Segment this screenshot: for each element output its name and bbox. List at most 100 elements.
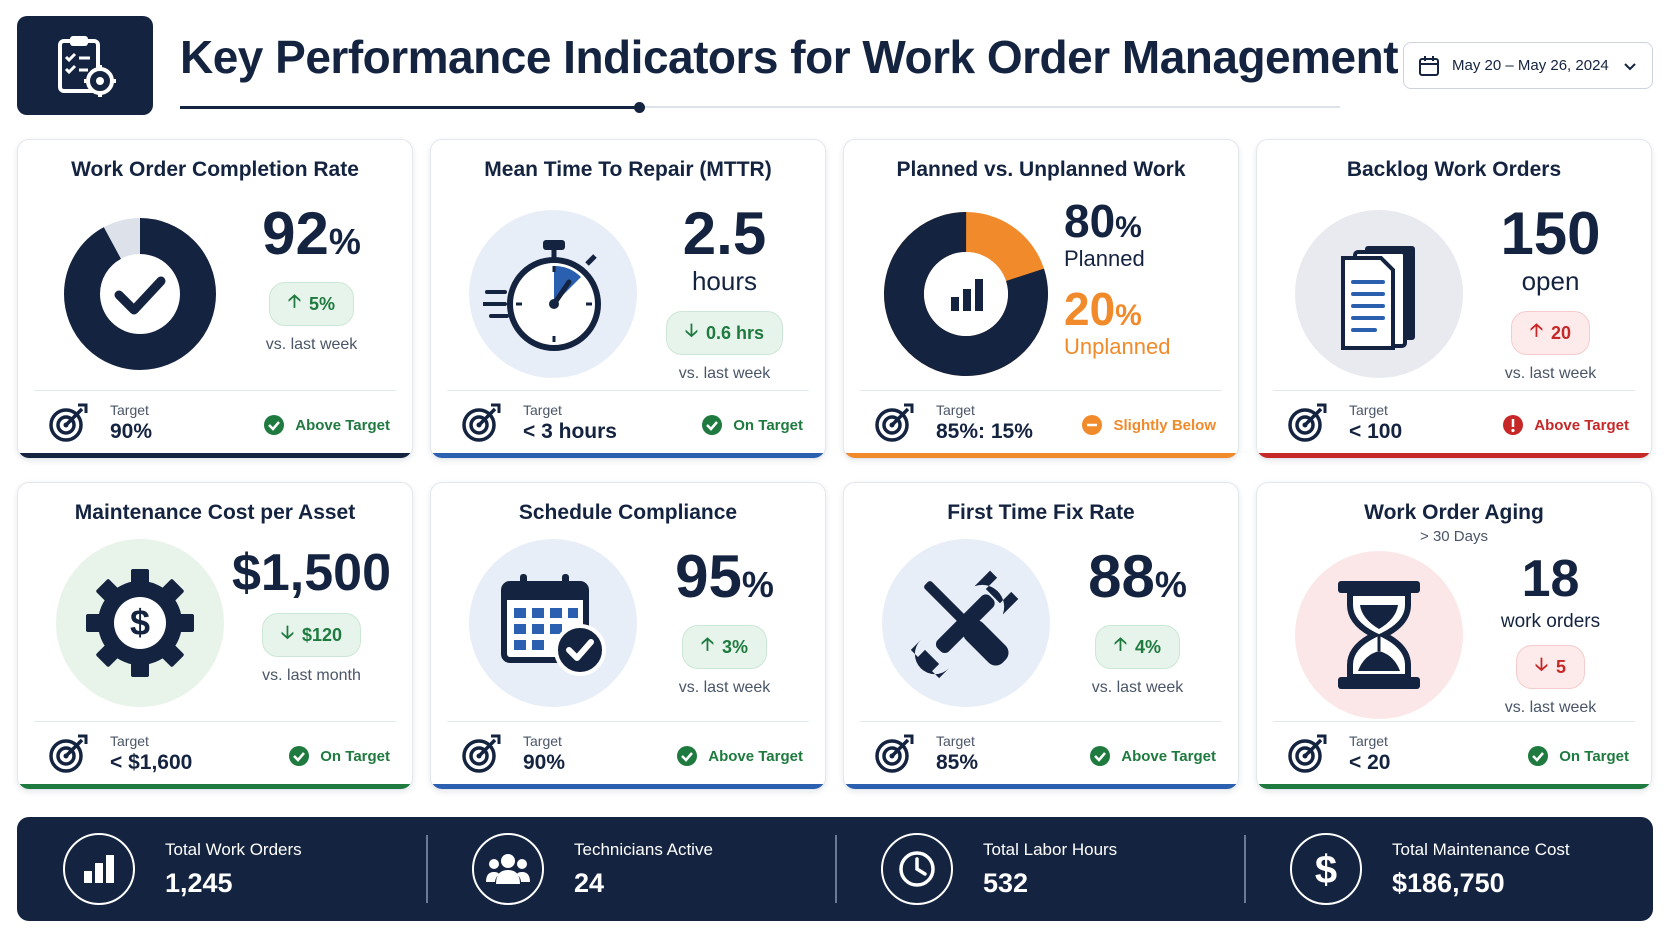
- target-label: Target: [523, 733, 562, 749]
- metric-value: 2.5: [682, 200, 767, 267]
- minus-circle-icon: [1082, 415, 1103, 435]
- summary-total-maintenance-cost: $ Total Maintenance Cost $186,750: [1244, 817, 1653, 921]
- delta-badge: 🡡 3%: [682, 625, 767, 669]
- summary-total-work-orders: Total Work Orders 1,245: [17, 817, 426, 921]
- card-title: First Time Fix Rate: [947, 501, 1135, 524]
- kpi-card-completion-rate[interactable]: Work Order Completion Rate 92% 🡡 5% vs. …: [17, 139, 413, 459]
- title-underline: [180, 106, 1340, 108]
- donut-check-icon: [64, 218, 216, 370]
- status-indicator: Above Target: [1089, 745, 1216, 767]
- target-value: 85%: [936, 751, 979, 774]
- summary-label: Total Maintenance Cost: [1392, 839, 1570, 859]
- target-label: Target: [1349, 733, 1388, 749]
- hourglass-illustration: [1289, 545, 1469, 725]
- pie-chart-icon: [884, 212, 1048, 376]
- kpi-card-planned-unplanned[interactable]: Planned vs. Unplanned Work 80% Planned 2…: [843, 139, 1239, 459]
- card-accent-bar: [844, 784, 1238, 789]
- target-icon: [1288, 734, 1327, 773]
- kpi-card-backlog[interactable]: Backlog Work Orders 150 open 🡡 20 vs. la…: [1256, 139, 1652, 459]
- target-block: Target 85%: 15%: [874, 402, 1033, 444]
- alert-circle-icon: [1503, 415, 1524, 435]
- card-divider: [447, 390, 809, 391]
- metric-value: 95%: [675, 543, 774, 610]
- calendar-check-icon: [501, 574, 606, 676]
- target-label: Target: [110, 402, 149, 418]
- metric-value: 88%: [1088, 543, 1187, 610]
- target-label: Target: [936, 733, 975, 749]
- target-block: Target < 20: [1287, 733, 1390, 775]
- target-value: 85%: 15%: [936, 420, 1033, 443]
- title-underline-accent: [180, 106, 640, 109]
- comparison-text: vs. last week: [1504, 365, 1597, 382]
- target-icon: [1288, 403, 1327, 442]
- arrow-up-icon: 🡡: [1114, 634, 1127, 654]
- check-circle-icon: [702, 415, 723, 435]
- metric-unit: work orders: [1500, 611, 1601, 632]
- check-circle-icon: [1528, 746, 1549, 766]
- target-label: Target: [523, 402, 562, 418]
- kpi-card-schedule-compliance[interactable]: Schedule Compliance 95% 🡡 3% vs: [430, 482, 826, 790]
- calendar-icon: [1419, 55, 1439, 76]
- metric-block: 88% 🡡 4% vs. last week: [1049, 533, 1226, 697]
- metric-value: 18: [1521, 550, 1580, 608]
- target-icon: [49, 734, 88, 773]
- target-icon: [49, 403, 88, 442]
- icon-background: [1295, 210, 1463, 378]
- card-divider: [1273, 390, 1635, 391]
- kpi-card-first-time-fix[interactable]: First Time Fix Rate 88% 🡡 4%: [843, 482, 1239, 790]
- card-title: Backlog Work Orders: [1346, 158, 1562, 181]
- icon-background: [469, 539, 637, 707]
- card-divider: [447, 721, 809, 722]
- arrow-down-icon: 🡣: [685, 320, 698, 340]
- metric-unit: hours: [691, 266, 758, 296]
- users-icon: [472, 833, 544, 905]
- target-block: Target < 100: [1287, 402, 1402, 444]
- card-accent-bar: [431, 784, 825, 789]
- target-value: < 3 hours: [523, 420, 617, 443]
- arrow-up-icon: 🡡: [701, 634, 714, 654]
- card-title: Work Order Completion Rate: [71, 158, 359, 181]
- documents-icon: [1341, 246, 1415, 350]
- title-underline-dot: [634, 102, 645, 113]
- card-title: Mean Time To Repair (MTTR): [484, 158, 772, 181]
- svg-text:$: $: [1315, 848, 1337, 891]
- delta-badge: 🡡 20: [1511, 311, 1590, 355]
- kpi-card-mttr[interactable]: Mean Time To Repair (MTTR) 2.5: [430, 139, 826, 459]
- target-block: Target < 3 hours: [461, 402, 617, 444]
- summary-label: Total Labor Hours: [983, 839, 1118, 859]
- comparison-text: vs. last month: [262, 667, 361, 684]
- planned-unplanned-pie: [876, 204, 1056, 384]
- summary-total-labor-hours: Total Labor Hours 532: [835, 817, 1244, 921]
- tools-illustration: [876, 533, 1056, 713]
- target-block: Target 90%: [461, 733, 565, 775]
- status-indicator: Above Target: [1502, 414, 1629, 436]
- delta-badge: 🡣 $120: [262, 613, 361, 657]
- card-divider: [1273, 721, 1635, 722]
- arrow-down-icon: 🡣: [281, 622, 294, 642]
- card-divider: [860, 390, 1222, 391]
- card-title: Schedule Compliance: [518, 501, 738, 524]
- calendar-illustration: [463, 533, 643, 713]
- arrow-up-icon: 🡡: [1530, 320, 1543, 340]
- date-range-picker[interactable]: May 20 – May 26, 2024: [1403, 42, 1653, 89]
- page-title: Key Performance Indicators for Work Orde…: [180, 31, 1399, 83]
- status-indicator: Above Target: [263, 414, 390, 436]
- card-accent-bar: [844, 453, 1238, 458]
- documents-illustration: [1289, 204, 1469, 384]
- kpi-card-maintenance-cost[interactable]: Maintenance Cost per Asset $: [17, 482, 413, 790]
- summary-technicians-active: Technicians Active 24: [426, 817, 835, 921]
- dollar-icon: $: [1290, 833, 1362, 905]
- icon-background: $: [56, 539, 224, 707]
- app-logo: [17, 16, 153, 115]
- split-metric-block: 80% Planned 20% Unplanned: [1064, 198, 1226, 374]
- metric-block: 2.5 hours 🡣 0.6 hrs vs. last week: [636, 204, 813, 383]
- planned-value: 80%: [1064, 195, 1142, 247]
- status-indicator: Above Target: [676, 745, 803, 767]
- gear-dollar-illustration: $: [50, 533, 230, 713]
- target-value: < 100: [1349, 420, 1403, 443]
- stopwatch-illustration: [463, 204, 643, 384]
- card-title: Maintenance Cost per Asset: [74, 501, 356, 524]
- card-accent-bar: [1257, 784, 1651, 789]
- icon-background: [882, 539, 1050, 707]
- kpi-card-work-order-aging[interactable]: Work Order Aging > 30 Days 18 work order…: [1256, 482, 1652, 790]
